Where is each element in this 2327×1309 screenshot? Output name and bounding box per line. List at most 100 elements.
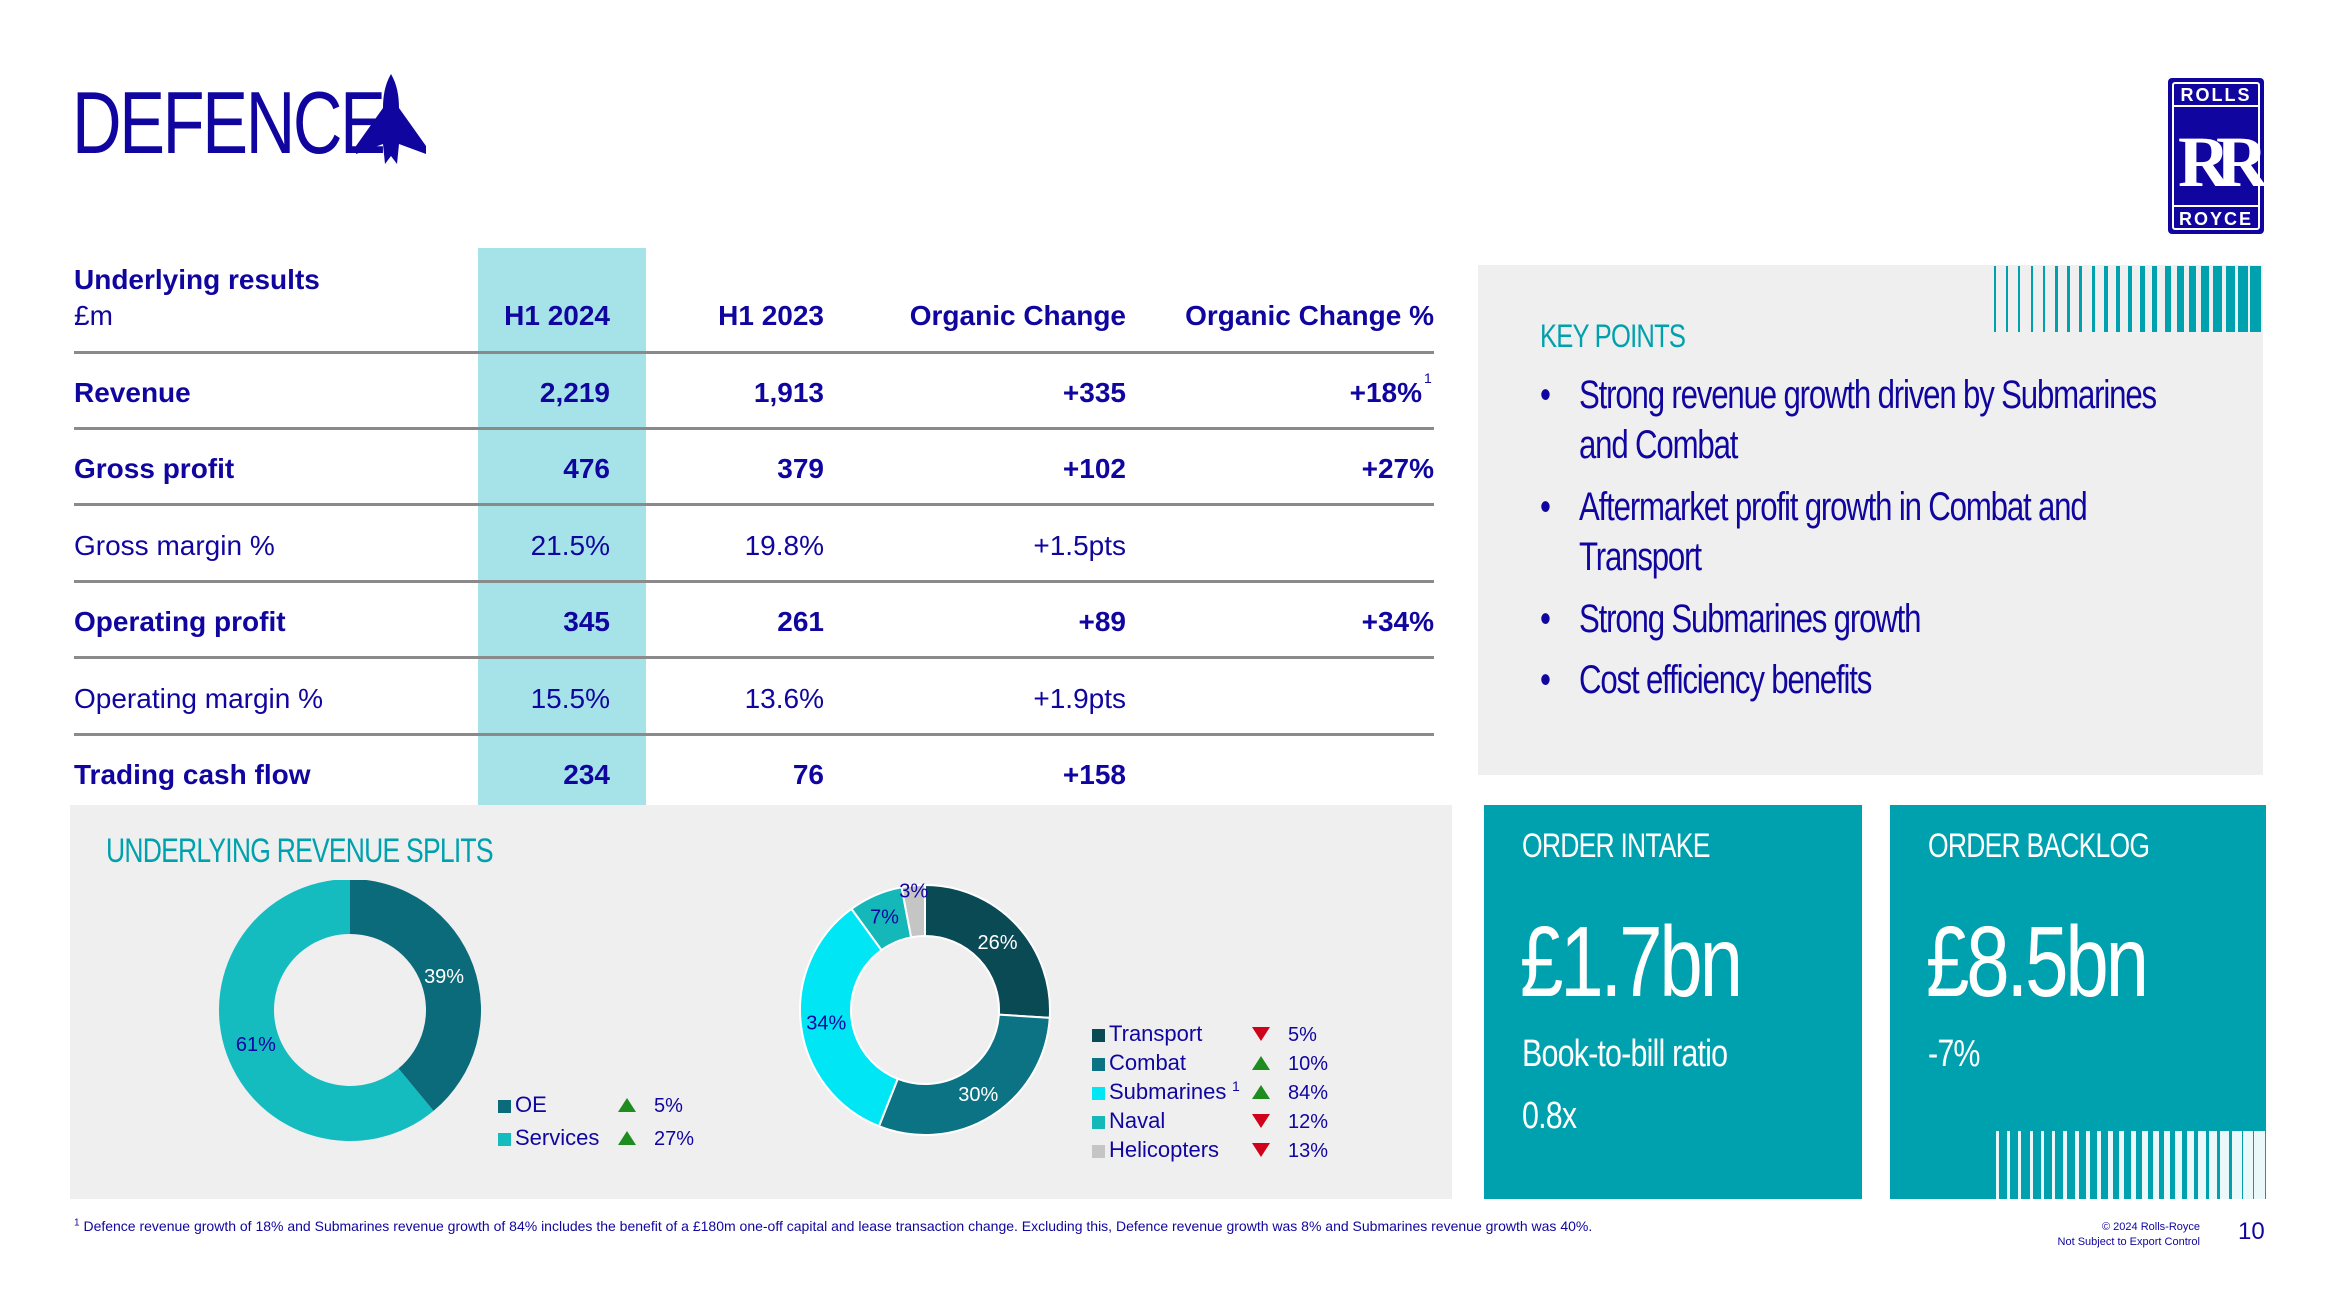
revenue-splits-panel	[70, 805, 1452, 1199]
donut-slice-helicopters	[900, 883, 926, 939]
cell-organic-change: +1.9pts	[1033, 683, 1126, 714]
slice-value-label: 7%	[870, 906, 899, 928]
growth-down-arrow-icon	[1252, 1114, 1270, 1128]
rolls-royce-logo: ROLLS RR ROYCE	[2166, 76, 2283, 236]
stripe	[2153, 1131, 2159, 1199]
slice-value-label: 3%	[899, 881, 928, 903]
growth-value-label: 5%	[1288, 1024, 1317, 1046]
table-divider	[74, 733, 1434, 736]
legal-notice: © 2024 Rolls-Royce Not Subject to Export…	[2000, 1220, 2200, 1250]
stripe	[2238, 266, 2248, 332]
slice-value-label: 61%	[236, 1034, 276, 1056]
donut-slice-services	[219, 880, 434, 1141]
svg-text:RR: RR	[2178, 122, 2266, 202]
legend-label: Naval	[1109, 1108, 1165, 1133]
copyright-text: © 2024 Rolls-Royce	[2102, 1221, 2200, 1233]
bullet-icon: •	[1540, 373, 1551, 417]
cell-organic-change-pct: +18%	[1349, 377, 1422, 408]
legend-label: Combat	[1109, 1050, 1186, 1075]
svg-text:ROYCE: ROYCE	[2179, 209, 2253, 229]
order-backlog-card: ORDER BACKLOG £8.5bn -7%	[1890, 805, 2266, 1199]
cell-h1-2024: 2,219	[539, 377, 610, 408]
revenue-splits-title: UNDERLYING REVENUE SPLITS	[106, 832, 494, 870]
stripe	[2055, 266, 2058, 332]
stripe	[2041, 1131, 2044, 1199]
legend-label: Services	[515, 1125, 599, 1150]
stripe	[2104, 266, 2108, 332]
donut-slice-transport	[924, 883, 1051, 1019]
legend-swatch	[1092, 1116, 1105, 1129]
table-header-unit: £m	[74, 300, 113, 331]
stripe	[2213, 266, 2222, 332]
stripe	[2140, 266, 2145, 332]
legend-swatch	[498, 1100, 511, 1113]
stripe	[2175, 1131, 2182, 1199]
key-points-panel	[1478, 265, 2263, 775]
legend-swatch	[498, 1133, 511, 1146]
order-backlog-change: -7%	[1928, 1033, 1980, 1075]
stripe	[2189, 266, 2196, 332]
stripe	[1996, 1131, 1999, 1199]
column-header-organic-change: Organic Change	[909, 300, 1126, 331]
stripe	[2031, 266, 2033, 332]
stripe	[2198, 1131, 2206, 1199]
stripe	[2067, 266, 2070, 332]
stripe	[2097, 1131, 2101, 1199]
cell-organic-change-pct: +34%	[1361, 606, 1434, 637]
svg-text:ROLLS: ROLLS	[2181, 85, 2252, 105]
table-divider	[74, 580, 1434, 583]
growth-up-arrow-icon	[618, 1131, 636, 1145]
growth-value-label: 10%	[1288, 1053, 1328, 1075]
cell-h1-2023: 76	[792, 759, 824, 790]
stripe	[2119, 1131, 2124, 1199]
growth-value-label: 27%	[654, 1128, 694, 1150]
growth-up-arrow-icon	[1252, 1056, 1270, 1070]
legend-footnote-marker: 1	[1232, 1078, 1240, 1094]
cell-h1-2024: 234	[563, 759, 610, 790]
page-number: 10	[2238, 1218, 2265, 1245]
order-intake-label: ORDER INTAKE	[1522, 827, 1710, 865]
order-intake-value: £1.7bn	[1520, 906, 1743, 1018]
legend-swatch	[1092, 1029, 1105, 1042]
stripe	[2007, 1131, 2010, 1199]
cell-organic-change: +335	[1062, 377, 1126, 408]
stripe	[2079, 266, 2082, 332]
stripe	[2226, 266, 2235, 332]
row-label: Trading cash flow	[74, 759, 311, 790]
legend-swatch	[1092, 1058, 1105, 1071]
stripe	[2018, 266, 2020, 332]
stripe	[2052, 1131, 2055, 1199]
growth-up-arrow-icon	[1252, 1085, 1270, 1099]
cell-organic-change: +158	[1062, 759, 1126, 790]
footnote: 1 Defence revenue growth of 18% and Subm…	[74, 1218, 1592, 1234]
cell-h1-2023: 379	[777, 453, 824, 484]
legend-swatch	[1092, 1087, 1105, 1100]
column-header-h1-2024: H1 2024	[504, 300, 610, 331]
order-backlog-label: ORDER BACKLOG	[1928, 827, 2150, 865]
cell-organic-change: +1.5pts	[1033, 530, 1126, 561]
stripe	[2232, 1131, 2242, 1199]
donut-slice-oe	[350, 880, 481, 1111]
cell-h1-2023: 13.6%	[744, 683, 824, 714]
stripe	[2201, 266, 2209, 332]
footnote-marker: 1	[74, 1217, 80, 1229]
fighter-jet-icon	[356, 74, 426, 164]
decorative-stripes	[1994, 266, 2261, 332]
segment-donut-chart: 26% 30% 34% 7%3% Transport 5% Combat 10% Submari…	[799, 881, 1328, 1162]
stripe	[2209, 1131, 2217, 1199]
stripe	[2187, 1131, 2194, 1199]
stripe	[2142, 1131, 2148, 1199]
cell-organic-change: +89	[1078, 606, 1127, 637]
row-label: Gross margin %	[74, 530, 275, 561]
order-intake-card: ORDER INTAKE £1.7bn Book-to-bill ratio 0…	[1484, 805, 1862, 1199]
slice-value-label: 39%	[424, 966, 464, 988]
cell-h1-2024: 15.5%	[530, 683, 610, 714]
cell-h1-2024: 345	[563, 606, 610, 637]
stripe	[2018, 1131, 2021, 1199]
row-label: Revenue	[74, 377, 191, 408]
stripe	[2006, 266, 2008, 332]
stripe	[2164, 1131, 2170, 1199]
donut-slice-combat	[877, 1013, 1051, 1136]
legend-label: OE	[515, 1092, 547, 1117]
table-header-label: Underlying results	[74, 264, 320, 295]
